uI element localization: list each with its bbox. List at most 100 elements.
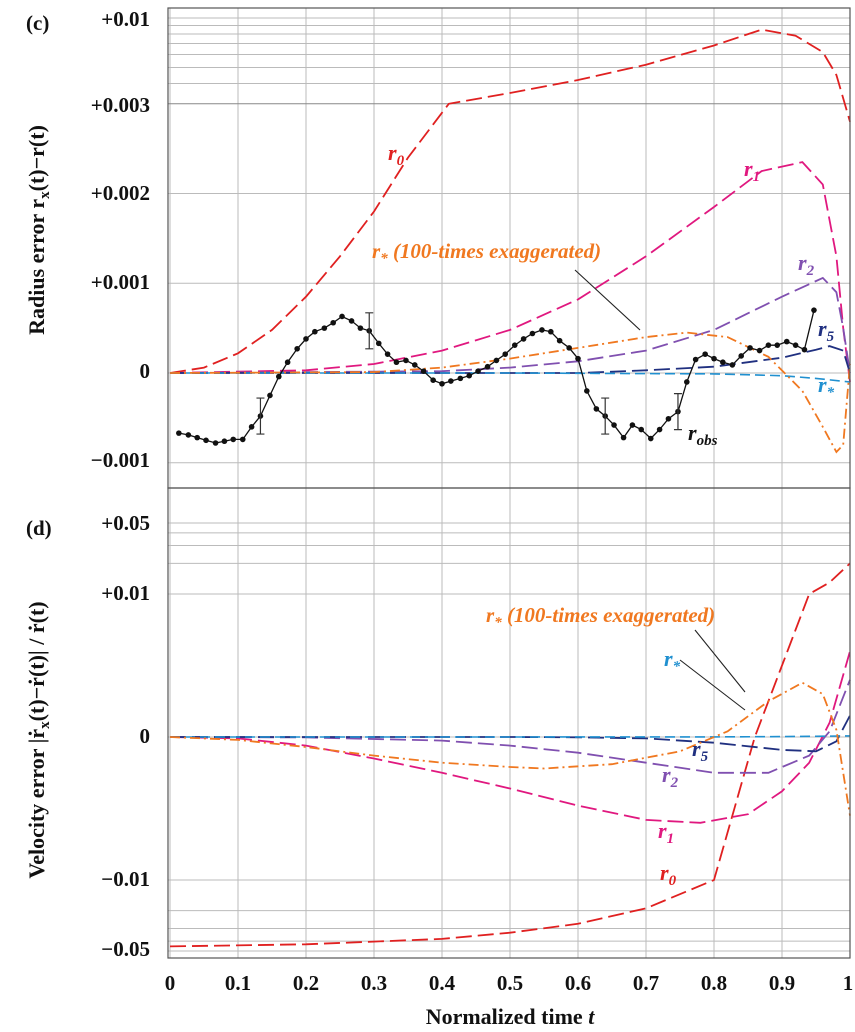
- label-d-r2-r: r: [662, 762, 671, 787]
- robs-point: [575, 355, 581, 362]
- panel-d-label: (d): [26, 516, 52, 540]
- robs-point: [321, 325, 328, 331]
- robs-point: [792, 342, 799, 348]
- label-c-r5: r5: [818, 316, 835, 345]
- series-c-robs-points: [176, 307, 817, 446]
- robs-point: [511, 342, 518, 348]
- robs-point: [221, 438, 228, 445]
- xtick-1: 0.1: [225, 971, 251, 995]
- robs-point: [774, 342, 781, 348]
- y-axis-label-c-sub: x: [37, 191, 53, 199]
- robs-point: [738, 353, 744, 359]
- robs-point: [765, 342, 772, 348]
- robs-point: [493, 357, 500, 364]
- y-axis-label-d: Velocity error |ṙx(t)−ṙ(t)| / ṙ(t): [24, 601, 53, 878]
- robs-point: [312, 328, 318, 335]
- panel-c-series: [169, 28, 851, 454]
- label-d-r5: r5: [692, 736, 709, 765]
- xtick-8: 0.8: [701, 971, 727, 995]
- robs-point: [756, 347, 763, 354]
- xtick-5: 0.5: [497, 971, 523, 995]
- panel-d-yticks: +0.05 +0.01 0 −0.01 −0.05: [101, 511, 150, 961]
- x-axis-label-var: t: [588, 1004, 595, 1029]
- robs-point: [729, 362, 736, 368]
- ytick-d-0: +0.05: [101, 511, 150, 535]
- y-axis-label-d-sub: x: [37, 721, 53, 729]
- robs-point: [403, 357, 409, 364]
- robs-point: [330, 319, 337, 326]
- label-c-robs-r: r: [688, 420, 697, 445]
- label-c-r5-r: r: [818, 316, 827, 341]
- robs-point: [384, 351, 391, 357]
- robs-point: [194, 434, 200, 441]
- label-c-robs: robs: [688, 420, 718, 449]
- robs-point: [203, 437, 209, 444]
- robs-point: [566, 345, 572, 351]
- label-c-r1: r1: [744, 156, 760, 185]
- robs-point: [638, 426, 645, 433]
- label-c-r2-sub: 2: [806, 263, 815, 279]
- ytick-c-0: +0.01: [101, 7, 150, 31]
- y-axis-label-c-text: Radius error r: [24, 199, 49, 335]
- label-d-r5-r: r: [692, 736, 701, 761]
- xtick-6: 0.6: [565, 971, 591, 995]
- robs-point: [230, 436, 237, 443]
- robs-point: [357, 325, 364, 331]
- label-c-r2-r: r: [798, 250, 807, 275]
- robs-point: [720, 359, 726, 366]
- robs-errorbar: [256, 397, 265, 435]
- robs-point: [430, 377, 436, 383]
- robs-point: [548, 328, 554, 335]
- label-c-rstar-r: r: [818, 372, 827, 397]
- series-c-r1: [169, 161, 851, 383]
- robs-point: [629, 422, 636, 428]
- x-ticks: 0 0.1 0.2 0.3 0.4 0.5 0.6 0.7 0.8 0.9 1: [165, 971, 854, 995]
- label-d-r0-sub: 0: [669, 873, 677, 889]
- label-d-r1: r1: [658, 818, 674, 847]
- label-c-r5-sub: 5: [827, 329, 835, 345]
- robs-point: [484, 363, 491, 370]
- ytick-d-1: +0.01: [101, 581, 150, 605]
- ytick-c-1: +0.003: [91, 93, 150, 117]
- series-d-rstar: [170, 735, 851, 738]
- robs-point: [457, 375, 464, 382]
- xtick-0: 0: [165, 971, 176, 995]
- xtick-9: 0.9: [769, 971, 795, 995]
- series-c-robs-errorbars: [256, 312, 682, 435]
- label-d-exag-sub: *: [494, 615, 502, 631]
- y-axis-label-c-rest: (t)−r(t): [24, 125, 49, 191]
- robs-errorbar: [601, 397, 610, 435]
- robs-point: [611, 422, 617, 428]
- robs-point: [348, 318, 355, 324]
- label-d-r5-sub: 5: [701, 749, 709, 765]
- robs-point: [811, 307, 817, 313]
- label-c-r1-r: r: [744, 156, 753, 181]
- ytick-c-4: 0: [140, 359, 151, 383]
- label-d-r2: r2: [662, 762, 679, 791]
- robs-errorbar: [365, 312, 374, 350]
- robs-point: [702, 351, 708, 357]
- label-c-r0: r0: [388, 140, 405, 169]
- robs-point: [185, 432, 192, 438]
- label-c-r2: r2: [798, 250, 815, 279]
- robs-point: [439, 380, 445, 387]
- panel-c-label: (c): [26, 11, 49, 35]
- robs-point: [276, 373, 282, 380]
- robs-point: [520, 336, 527, 342]
- robs-point: [556, 337, 563, 344]
- label-c-rstar-sub: *: [827, 385, 835, 401]
- label-c-rstar: r*: [818, 372, 835, 401]
- panel-d-grid: [168, 488, 851, 958]
- robs-point: [466, 372, 473, 379]
- robs-point: [412, 362, 418, 368]
- label-c-r0-sub: 0: [397, 153, 405, 169]
- x-axis-label: Normalized time t: [426, 1004, 596, 1029]
- robs-point: [711, 355, 717, 362]
- robs-point: [529, 330, 536, 337]
- series-c-robs: [178, 310, 815, 444]
- panel-d-frame: [167, 487, 851, 959]
- robs-point: [303, 336, 309, 342]
- series-c-rstar: [170, 372, 851, 383]
- series-d-rstar-exaggerated: [169, 681, 851, 816]
- robs-point: [267, 392, 273, 399]
